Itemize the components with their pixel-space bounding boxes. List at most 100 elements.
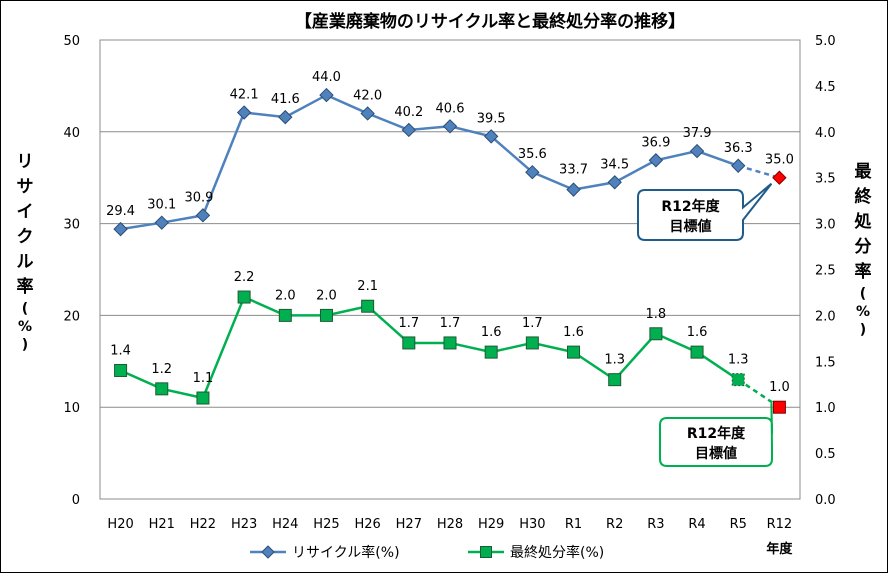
data-label-final-disposal: 1.6 [687,325,708,340]
data-label-final-disposal: 1.4 [110,343,131,358]
data-label-final-disposal: 2.1 [357,279,378,294]
data-label-recycling: 44.0 [312,70,341,85]
data-label-final-disposal: 2.2 [234,270,255,285]
data-label-recycling: 37.9 [683,126,712,141]
axis-label-char: 率 [854,262,872,282]
annotation-text-line1: R12年度 [687,425,746,442]
data-label-recycling: 41.6 [271,92,300,107]
data-label-recycling: 33.7 [559,163,588,178]
data-point-final-disposal [649,327,663,341]
series-line-1 [120,295,739,400]
y-tick-left: 10 [63,401,80,416]
y-tick-right: 0.5 [815,447,836,462]
axis-label-unit: % [17,319,33,335]
data-point-final-disposal [237,290,251,304]
data-point-recycling [607,175,622,190]
axis-label-char: 処 [854,212,872,232]
data-point-recycling [648,153,664,168]
data-point-recycling [278,109,293,125]
data-point-recycling [319,87,334,103]
x-tick-label: H23 [231,517,257,532]
data-label-recycling: 40.2 [394,105,423,120]
y-tick-left: 40 [63,126,80,141]
x-tick-label: R3 [647,517,664,532]
legend-label: 最終処分率(%) [510,544,604,561]
axis-label-char: 分 [854,237,872,257]
y-axis-left-label: リサイクル率 (%) [10,150,40,354]
data-point-recycling [731,158,746,173]
data-point-final-disposal [484,345,498,359]
y-tick-right: 2.0 [815,309,836,324]
y-tick-left: 30 [63,218,80,233]
y-tick-right: 2.5 [815,264,836,279]
data-point-final-disposal [608,373,622,387]
data-point-final-disposal [361,299,375,313]
annotation-text-line1: R12年度 [661,198,720,215]
x-axis-label: 年度 [766,541,793,557]
y-tick-left: 20 [63,309,80,324]
data-label-recycling: 30.1 [147,198,176,213]
axis-label-char: イ [16,202,34,222]
data-point-final-disposal [196,391,210,405]
axis-label-char: リ [16,152,34,172]
data-point-recycling [236,105,252,120]
data-label-recycling: 36.3 [724,141,753,156]
data-label-recycling: 42.0 [353,88,382,103]
legend-marker [480,546,492,558]
data-point-final-disposal [443,336,457,350]
axis-label-char: 率 [16,277,34,297]
x-tick-label: H21 [149,517,175,532]
data-label-recycling: 35.6 [518,147,547,162]
data-point-recycling [566,182,581,197]
annotation-text-line2: 目標値 [695,445,737,462]
data-point-final-disposal [278,308,292,322]
data-point-recycling [772,170,787,185]
data-label-final-disposal: 1.3 [604,353,625,368]
x-tick-label: H20 [107,517,133,532]
data-point-final-disposal [525,336,539,350]
axis-label-unit: ( [859,286,867,302]
x-tick-label: H22 [190,517,216,532]
data-point-recycling [360,106,375,121]
legend-label: リサイクル率(%) [292,544,400,561]
series-line-0 [120,93,739,231]
axis-label-unit: % [855,304,871,320]
x-tick-label: H28 [437,517,463,532]
data-point-final-disposal [114,363,128,377]
data-label-recycling: 39.5 [477,111,506,126]
data-point-recycling [154,215,169,230]
x-tick-label: R1 [565,517,582,532]
y-tick-left: 0 [72,493,80,508]
y-tick-left: 50 [63,34,80,49]
annotation-callout [659,403,773,467]
axis-label-char: ク [16,227,34,247]
data-label-final-disposal: 1.6 [563,325,584,340]
data-point-recycling [483,129,499,144]
data-point-final-disposal [772,400,786,414]
y-tick-right: 4.0 [815,126,836,141]
x-tick-label: H29 [478,517,504,532]
plot-area-border [99,39,801,500]
y-tick-right: 0.0 [815,493,836,508]
data-label-final-disposal: 1.7 [522,316,543,331]
axis-label-char: ル [16,252,34,272]
y-tick-right: 3.0 [815,218,836,233]
x-tick-label: H30 [519,517,545,532]
x-tick-label: R2 [606,517,623,532]
axis-label-unit: ) [21,337,29,353]
data-point-recycling [401,122,417,138]
annotation-callout [637,182,773,241]
data-label-final-disposal: 1.2 [151,362,172,377]
axis-label-unit: ) [859,322,867,338]
data-label-final-disposal: 1.0 [769,380,790,395]
x-tick-label: H27 [396,517,422,532]
y-axis-right-label: 最終処分率 (%) [848,160,878,339]
data-label-recycling: 42.1 [230,88,259,103]
data-label-final-disposal: 2.0 [275,288,296,303]
legend-marker [261,545,275,559]
data-point-final-disposal [155,382,169,396]
annotation-text-line2: 目標値 [670,218,712,235]
axis-label-unit: ( [21,301,29,317]
